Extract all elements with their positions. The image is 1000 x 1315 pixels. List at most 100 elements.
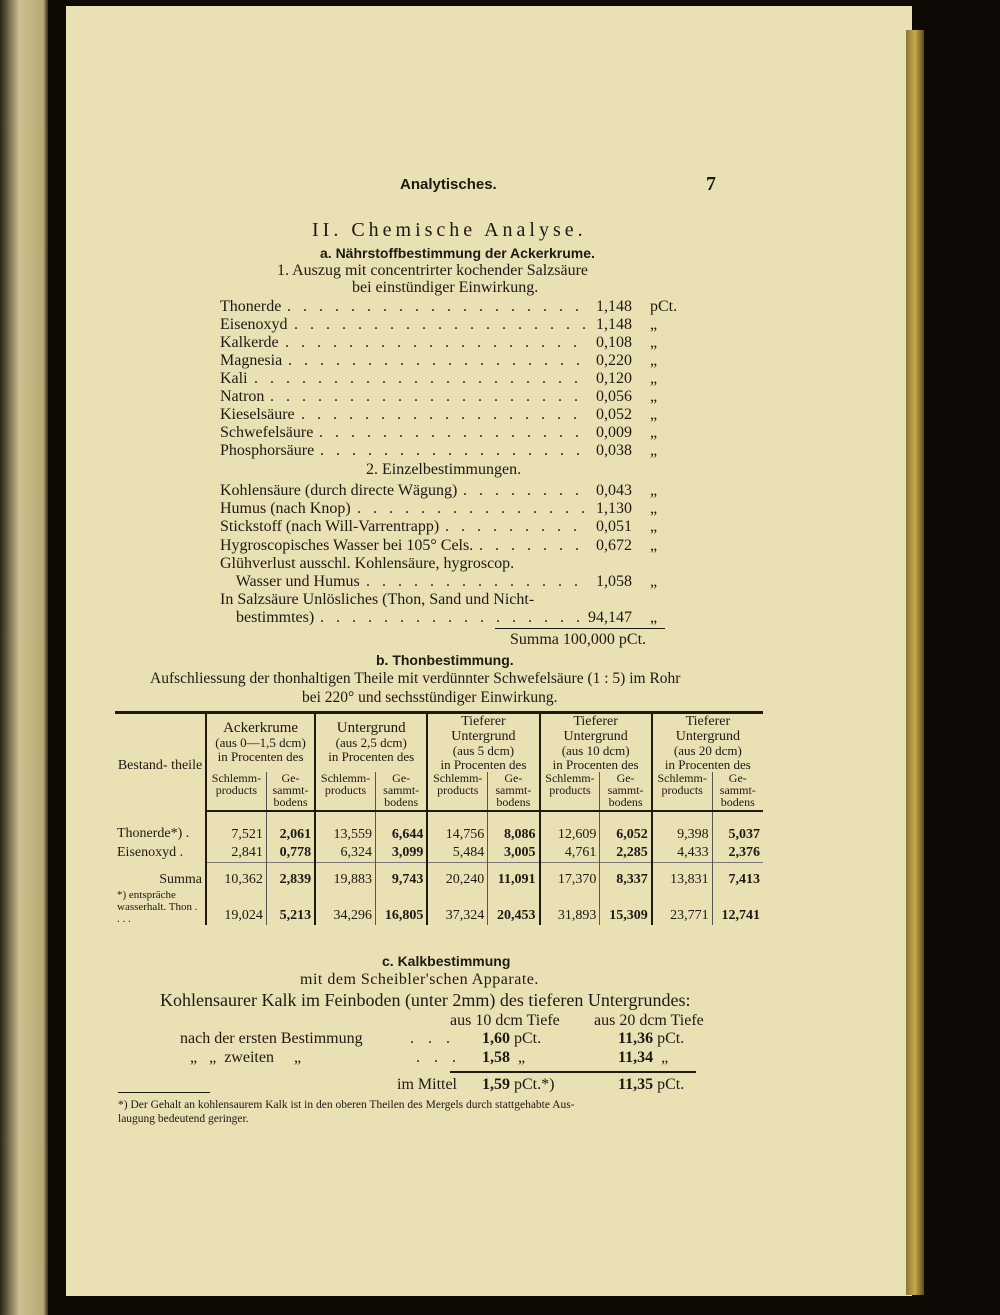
cell-value: 11,091 bbox=[487, 862, 540, 889]
list-item: Humus (nach Knop) 1,130 „ . . . . . . . . .… bbox=[220, 500, 670, 518]
cell-value: 0,778 bbox=[265, 844, 316, 863]
leader-dots: . . . . . . . . . . . . . . . . . . . . … bbox=[270, 388, 588, 405]
list-item: Kalkerde 0,108 „ . . . . . . . . . . . . . … bbox=[220, 334, 670, 352]
item-unit: „ bbox=[650, 406, 658, 423]
list-item: Schwefelsäure 0,009 „ . . . . . . . . . . .… bbox=[220, 424, 670, 442]
item-unit: „ bbox=[650, 500, 658, 518]
subheading-1: 1. Auszug mit concentrirter kochender Sa… bbox=[277, 262, 588, 279]
leader-dots: . . . . . . . . . . . . . . . . . . . . … bbox=[285, 334, 588, 351]
list-item: Eisenoxyd 1,148 „ . . . . . . . . . . . . .… bbox=[220, 316, 670, 334]
cell-value: 4,433 bbox=[650, 844, 713, 863]
subcol-schlemmproducts: Schlemm- products bbox=[650, 772, 713, 812]
cell-value: 13,559 bbox=[314, 811, 376, 844]
cell-value: 2,376 bbox=[711, 844, 763, 863]
mean-v1: 1,59 bbox=[482, 1076, 510, 1093]
cell-value: 6,052 bbox=[599, 811, 652, 844]
row-label: Eisenoxyd . bbox=[117, 845, 184, 860]
list-item: bestimmtes) 94,147 „ . . . . . . . . . . . … bbox=[220, 609, 670, 627]
item-label: Kali bbox=[220, 370, 248, 387]
cell-value: 5,484 bbox=[426, 844, 488, 863]
sum-rule bbox=[495, 628, 665, 629]
book-page bbox=[66, 6, 912, 1296]
table-row: *) entspräche wasserhalt. Thon . . . . 19… bbox=[115, 889, 763, 925]
subcol-gesammtbodens: Ge- sammt- bodens bbox=[599, 772, 652, 812]
cell-value: 7,413 bbox=[711, 862, 763, 889]
cell-value: 6,324 bbox=[314, 844, 376, 863]
cell-value: 19,883 bbox=[314, 862, 376, 889]
list-item: Kieselsäure 0,052 „ . . . . . . . . . . . .… bbox=[220, 406, 670, 424]
group-pct: in Procenten des bbox=[440, 757, 527, 772]
cell-value: 10,362 bbox=[204, 862, 267, 889]
group-pct: in Procenten des bbox=[664, 757, 751, 772]
cell-value: 12,741 bbox=[711, 889, 763, 925]
subcol-gesammtbodens: Ge- sammt- bodens bbox=[375, 772, 428, 812]
list-item: In Salzsäure Unlösliches (Thon, Sand und… bbox=[220, 591, 670, 609]
cell-value: 17,370 bbox=[538, 862, 600, 889]
subcol-schlemmproducts: Schlemm- products bbox=[538, 772, 600, 812]
cell-value: 4,761 bbox=[538, 844, 600, 863]
item-value: 0,051 bbox=[596, 518, 632, 536]
adjacent-page-edge bbox=[0, 0, 48, 1315]
cell-value: 9,743 bbox=[375, 862, 428, 889]
group-title: Ackerkrume bbox=[223, 720, 299, 736]
table-row: Summa 10,362 2,839 19,883 9,743 20,240 11,091 1… bbox=[115, 862, 763, 889]
item-label: Kohlensäure (durch directe Wägung) bbox=[220, 482, 458, 499]
item-unit: pCt. bbox=[650, 298, 678, 315]
item-unit: „ bbox=[650, 482, 658, 499]
cell-value: 16,805 bbox=[375, 889, 428, 925]
item-unit: „ bbox=[650, 352, 658, 369]
leader-dots: . . . . . . . . . . . . . . . . . . . . … bbox=[320, 442, 588, 459]
row-label: Thonerde*) . bbox=[117, 826, 190, 841]
summa: Summa 100,000 pCt. bbox=[510, 631, 647, 648]
col-header-constituents: Bestand- theile bbox=[117, 757, 203, 773]
item-label: In Salzsäure Unlösliches (Thon, Sand und… bbox=[220, 591, 535, 609]
item-label: Kalkerde bbox=[220, 334, 279, 351]
page-edge-strip bbox=[906, 30, 924, 1295]
item-unit: „ bbox=[650, 334, 658, 351]
leader-dots: . . . . . . . . . . . . . . . . . . . . … bbox=[320, 609, 580, 627]
leader-dots: . . . . . . . . . . . . . . . . . . . . … bbox=[301, 406, 588, 423]
item-value: 0,038 bbox=[596, 442, 632, 459]
cell-value: 2,061 bbox=[265, 811, 316, 844]
item-value: 1,148 bbox=[596, 298, 632, 315]
group-title: Untergrund bbox=[336, 720, 406, 736]
item-value: 1,130 bbox=[596, 500, 632, 518]
leader-dots: . . . bbox=[410, 1030, 455, 1047]
group-depth: (aus 5 dcm) bbox=[452, 743, 515, 758]
item-value: 0,052 bbox=[596, 406, 632, 423]
col-10dcm: aus 10 dcm Tiefe bbox=[450, 1012, 560, 1029]
mean-v2: 11,35 bbox=[618, 1076, 654, 1093]
heading-c: c. Kalkbestimmung bbox=[382, 953, 511, 969]
list-item: Hygroscopisches Wasser bei 105° Cels. 0,6… bbox=[220, 537, 670, 555]
r2-u2: „ bbox=[661, 1049, 669, 1066]
b-desc-2: bei 220° und sechsstündiger Einwirkung. bbox=[302, 689, 558, 706]
cell-value: 3,005 bbox=[487, 844, 540, 863]
r1-u2: pCt. bbox=[657, 1030, 685, 1047]
leader-dots: . . . . . . . . . . . . . . . . . . . . … bbox=[366, 573, 588, 590]
b-desc-1: Aufschliessung der thonhaltigen Theile m… bbox=[150, 670, 681, 687]
cell-value: 14,756 bbox=[426, 811, 488, 844]
item-unit: „ bbox=[650, 388, 658, 405]
item-label: Stickstoff (nach Will-Varrentrapp) bbox=[220, 518, 440, 536]
list-item: Stickstoff (nach Will-Varrentrapp) 0,051 „… bbox=[220, 518, 670, 536]
leader-dots: . . . . . . . . . . . . . . . . . . . . … bbox=[319, 424, 588, 441]
r2-u1: „ bbox=[518, 1049, 526, 1066]
table-row: Thonerde*) . 7,521 2,061 13,559 6,644 14,756 8… bbox=[115, 811, 763, 844]
item-value: 0,672 bbox=[596, 536, 632, 554]
cell-value: 20,453 bbox=[487, 889, 540, 925]
row-label: Summa bbox=[159, 871, 202, 887]
subcol-gesammtbodens: Ge- sammt- bodens bbox=[711, 772, 763, 812]
mean-rule bbox=[450, 1071, 696, 1073]
item-unit: „ bbox=[650, 370, 658, 387]
cell-value: 7,521 bbox=[204, 811, 267, 844]
item-unit: „ bbox=[650, 424, 658, 441]
cell-value: 23,771 bbox=[650, 889, 713, 925]
group-depth: (aus 20 dcm) bbox=[673, 743, 742, 758]
row-label: *) entspräche wasserhalt. Thon . . . . bbox=[117, 889, 198, 925]
list-item: Kali 0,120 „ . . . . . . . . . . . . . . . … bbox=[220, 370, 670, 388]
cell-value: 37,324 bbox=[426, 889, 488, 925]
item-unit: „ bbox=[650, 536, 658, 554]
item-value: 0,009 bbox=[596, 424, 632, 441]
footnote-rule bbox=[118, 1092, 210, 1093]
cell-value: 5,037 bbox=[711, 811, 763, 844]
